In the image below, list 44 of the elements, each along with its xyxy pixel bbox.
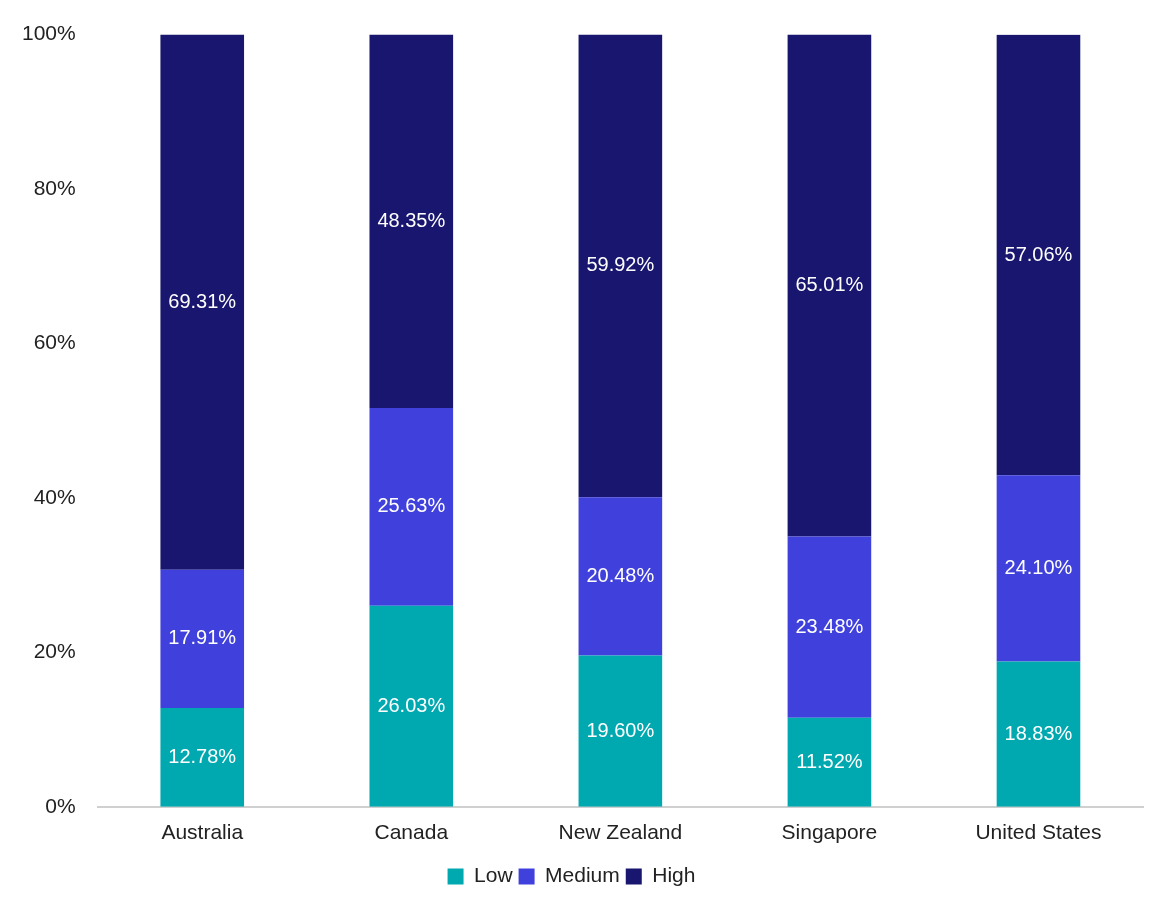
bar	[160, 708, 245, 807]
bar	[787, 536, 872, 718]
data-label: 57.06%	[1004, 242, 1073, 265]
data-label: 20.48%	[586, 563, 655, 586]
bar	[369, 605, 454, 807]
x-tick-label: Singapore	[781, 820, 878, 844]
data-label: 48.35%	[377, 208, 446, 231]
y-tick-label: 60%	[33, 330, 76, 354]
data-label: 19.60%	[586, 718, 655, 741]
data-label: 17.91%	[168, 626, 237, 649]
bar	[787, 34, 872, 537]
x-tick-label: United States	[975, 820, 1102, 844]
data-label: 69.31%	[168, 289, 237, 312]
data-label: 26.03%	[377, 693, 446, 716]
data-label: 12.78%	[168, 744, 237, 767]
bar	[996, 34, 1081, 476]
bar	[578, 34, 663, 498]
data-label: 65.01%	[795, 273, 864, 296]
data-label: 24.10%	[1004, 555, 1073, 578]
x-tick-label: Australia	[161, 820, 244, 844]
legend-label: Low	[474, 863, 514, 887]
y-tick-label: 100%	[21, 21, 76, 45]
y-tick-label: 20%	[33, 639, 76, 663]
x-tick-label: Canada	[374, 820, 449, 844]
data-label: 11.52%	[796, 749, 863, 772]
data-label: 18.83%	[1004, 721, 1073, 744]
bar	[578, 655, 663, 807]
data-label: 23.48%	[795, 614, 864, 637]
bar	[787, 717, 872, 807]
bar	[369, 407, 454, 606]
data-label: 59.92%	[586, 253, 655, 276]
legend-label: High	[652, 863, 696, 887]
bar	[160, 34, 245, 570]
bar	[578, 497, 663, 656]
y-tick-label: 80%	[33, 175, 76, 199]
x-tick-label: New Zealand	[558, 820, 683, 844]
data-label: 25.63%	[377, 494, 446, 517]
bar	[996, 661, 1081, 807]
legend-label: Medium	[545, 863, 620, 887]
bar	[996, 475, 1081, 662]
y-tick-label: 0%	[45, 793, 76, 817]
bar	[160, 569, 245, 709]
y-tick-label: 40%	[33, 484, 76, 508]
bar	[369, 34, 454, 408]
